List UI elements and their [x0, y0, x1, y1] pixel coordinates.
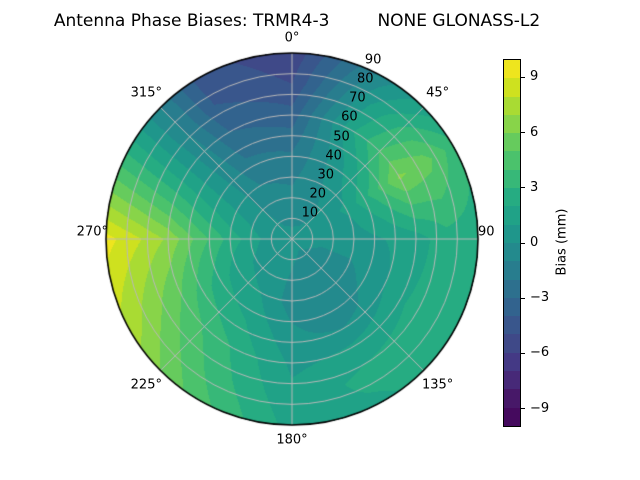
colorbar-ticks: 9 6 3 0 −3 −6 −9 — [521, 59, 581, 427]
angle-label-315: 315° — [130, 85, 162, 101]
colorbar-tick-label: 3 — [530, 179, 539, 195]
colorbar-tick-mark — [521, 408, 525, 410]
chart-title: Antenna Phase Biases: TRMR4-3 NONE GLONA… — [54, 11, 540, 31]
colorbar-tick-label: −9 — [530, 400, 550, 416]
chart-title-right: NONE GLONASS-L2 — [377, 11, 541, 31]
colorbar-tick-label: 9 — [530, 69, 539, 85]
colorbar-band — [504, 352, 520, 372]
angle-label-0: 0° — [284, 30, 300, 46]
colorbar-band — [504, 316, 520, 335]
angle-label-180: 180° — [276, 432, 308, 448]
radial-label-20: 20 — [309, 186, 327, 202]
angle-label-45: 45° — [426, 85, 450, 101]
colorbar-band — [504, 371, 520, 390]
radial-label-10: 10 — [301, 205, 319, 221]
angle-label-90: 90 — [478, 224, 495, 240]
colorbar-tick-mark — [521, 352, 525, 354]
colorbar-band — [504, 169, 520, 189]
radial-label-60: 60 — [341, 109, 358, 125]
colorbar-band — [504, 242, 520, 262]
colorbar-tick-mark — [521, 242, 525, 244]
colorbar-band — [504, 151, 520, 170]
colorbar-tick-label: −3 — [530, 290, 550, 306]
colorbar-band — [504, 60, 520, 79]
colorbar-band — [504, 224, 520, 243]
radial-label-80: 80 — [356, 71, 374, 87]
colorbar — [503, 59, 521, 427]
colorbar-band — [504, 188, 520, 207]
radial-label-50: 50 — [333, 129, 350, 145]
colorbar-tick-label: 6 — [530, 124, 539, 140]
colorbar-band — [504, 297, 520, 317]
radial-label-90: 90 — [364, 52, 382, 68]
colorbar-band — [504, 96, 520, 115]
polar-contour-canvas — [104, 51, 480, 427]
colorbar-tick-mark — [521, 76, 525, 78]
colorbar-band — [504, 206, 520, 225]
colorbar-tick-label: 0 — [530, 235, 539, 250]
radial-label-30: 30 — [317, 167, 334, 183]
colorbar-band — [504, 133, 520, 152]
colorbar-tick-mark — [521, 132, 525, 134]
colorbar-axis-label: Bias (mm) — [554, 208, 570, 276]
colorbar-tick-label: −6 — [530, 345, 550, 361]
colorbar-band — [504, 114, 520, 134]
colorbar-band — [504, 261, 520, 280]
angle-label-135: 135° — [421, 377, 454, 393]
radial-label-70: 70 — [349, 90, 366, 106]
chart-title-left: Antenna Phase Biases: TRMR4-3 — [53, 11, 330, 31]
colorbar-band — [504, 334, 520, 353]
colorbar-band — [504, 389, 520, 408]
radial-label-40: 40 — [325, 148, 342, 164]
colorbar-band — [504, 78, 520, 97]
colorbar-tick-mark — [521, 187, 525, 189]
colorbar-band — [504, 407, 520, 426]
colorbar-band — [504, 279, 520, 298]
angle-label-270: 270° — [76, 224, 108, 240]
angle-label-225: 225° — [130, 377, 162, 393]
colorbar-tick-mark — [521, 297, 525, 299]
